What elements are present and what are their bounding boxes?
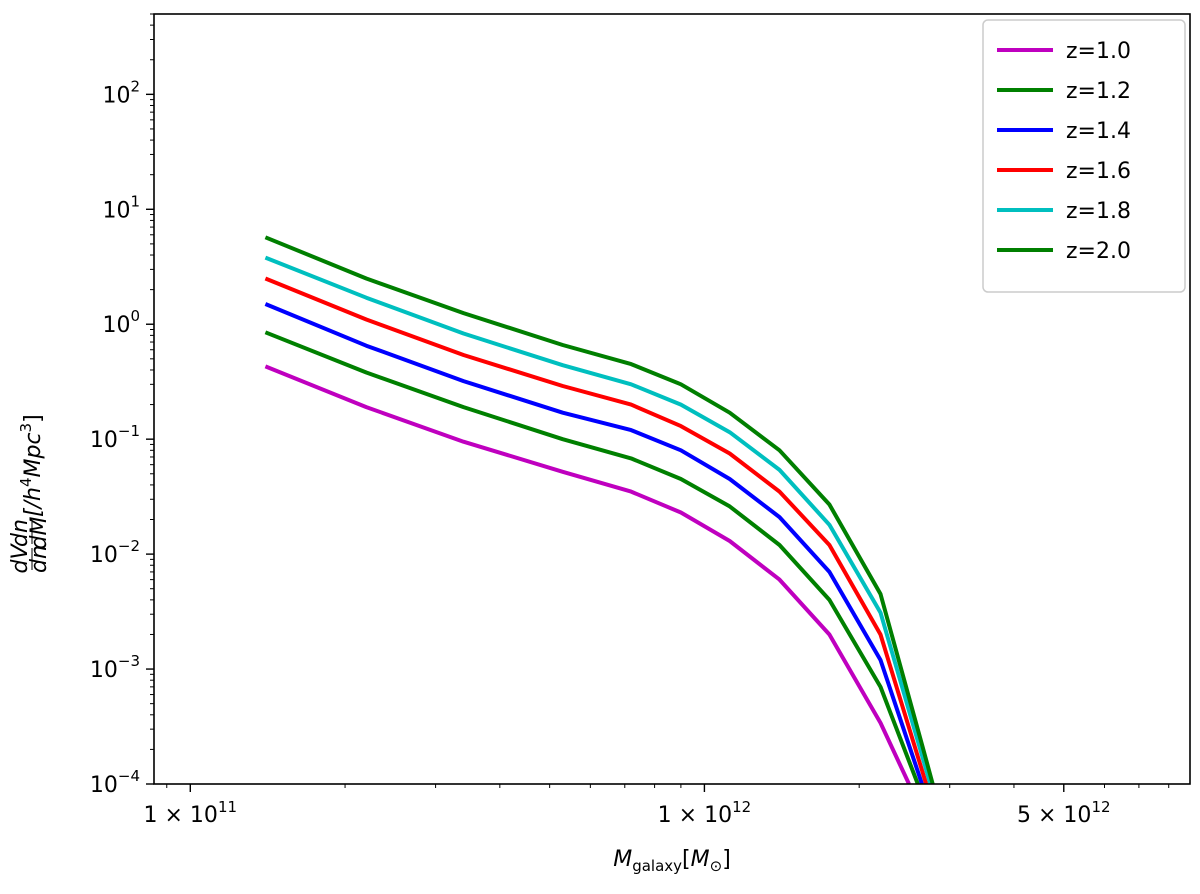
y-label-frac1-den: dn — [27, 545, 52, 573]
legend-label-2: z=1.2 — [1066, 79, 1131, 104]
y-label-frac2-num: dn — [8, 519, 33, 547]
x-axis-label-sub: galaxy — [632, 857, 682, 875]
legend-label-6: z=2.0 — [1066, 239, 1131, 264]
legend-label-5: z=1.8 — [1066, 199, 1131, 224]
x-axis-label-main: M — [613, 847, 632, 872]
x-axis-label-unit: M — [691, 847, 710, 872]
y-label-h-exp: 4 — [17, 478, 35, 488]
series-line-3 — [264, 302, 924, 784]
y-tick-label-1: 10−4 — [90, 767, 140, 798]
legend: z=1.0 z=1.2 z=1.4 z=1.6 z=1.8 z=2.0 — [982, 19, 1186, 293]
legend-label-4: z=1.6 — [1066, 159, 1131, 184]
x-axis-label-close: ] — [722, 847, 731, 872]
x-axis-label-unit-sub: ⊙ — [710, 857, 723, 875]
x-axis-ticks: 1 × 1011 1 × 1012 5 × 1012 — [144, 784, 1170, 828]
y-tick-label-4: 10−1 — [90, 422, 140, 453]
x-tick-label-3: 5 × 1012 — [1017, 798, 1111, 828]
legend-items: z=1.0 z=1.2 z=1.4 z=1.6 z=1.8 z=2.0 — [997, 39, 1131, 264]
series-line-6 — [264, 235, 935, 784]
y-label-frac2-den: dM — [27, 517, 52, 550]
y-label-mpc: Mpc — [21, 432, 46, 477]
y-tick-label-5: 100 — [102, 307, 140, 338]
x-axis-label: Mgalaxy[M⊙] — [613, 847, 731, 875]
y-label-bracket: [/h — [21, 487, 46, 517]
y-label-mpc-exp: 3 — [17, 423, 35, 433]
y-tick-label-2: 10−3 — [90, 652, 140, 683]
x-tick-label-2: 1 × 1012 — [658, 798, 752, 828]
y-label-units: [/h4Mpc3] — [17, 414, 46, 517]
series-line-1 — [264, 364, 911, 784]
y-axis-label: dV dn dn dM [/h4Mpc3] — [8, 414, 52, 573]
plot-lines — [264, 235, 935, 784]
y-tick-label-3: 10−2 — [90, 537, 140, 568]
x-axis-label-open: [ — [682, 847, 691, 872]
y-tick-label-7: 102 — [102, 77, 140, 108]
plot-frame — [153, 13, 1191, 785]
series-line-5 — [264, 255, 933, 784]
series-line-2 — [264, 330, 920, 784]
y-tick-label-6: 101 — [102, 192, 140, 223]
legend-label-1: z=1.0 — [1066, 39, 1131, 64]
y-axis-ticks: 10−4 10−3 10−2 10−1 100 101 102 — [90, 13, 154, 798]
y-label-close: ] — [21, 414, 46, 423]
legend-label-3: z=1.4 — [1066, 119, 1131, 144]
y-label-frac1-num: dV — [8, 543, 33, 574]
series-line-4 — [264, 276, 929, 784]
x-tick-label-1: 1 × 1011 — [144, 798, 238, 828]
